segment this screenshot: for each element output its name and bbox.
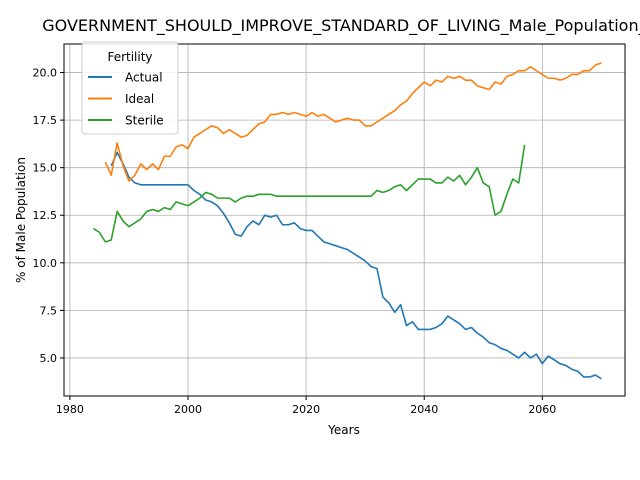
legend-entries: Actual Ideal Sterile	[88, 71, 164, 128]
x-axis-ticks: 1980 2000 2020 2040 2060	[56, 396, 556, 416]
y-tick-label: 12.5	[33, 209, 58, 222]
y-tick-label: 17.5	[33, 114, 58, 127]
legend-title: Fertility	[107, 50, 152, 64]
y-tick-label: 20.0	[33, 67, 58, 80]
series-line-sterile	[93, 144, 526, 243]
x-tick-label: 2060	[528, 403, 556, 416]
y-tick-label: 10.0	[33, 257, 58, 270]
chart-title: GOVERNMENT_SHOULD_IMPROVE_STANDARD_OF_LI…	[42, 16, 640, 36]
x-tick-label: 2040	[410, 403, 438, 416]
y-axis-label: % of Male Population	[14, 157, 28, 283]
legend-label-ideal: Ideal	[125, 92, 154, 106]
plot-frame	[63, 43, 626, 397]
legend: Fertility Actual Ideal Sterile	[81, 41, 179, 135]
series-layer	[93, 62, 602, 380]
x-tick-label: 2000	[174, 403, 202, 416]
y-axis-ticks: 5.0 7.5 10.0 12.5 15.0 17.5 20.0	[33, 67, 64, 365]
series-line-actual	[110, 151, 602, 380]
x-axis-label: Years	[327, 423, 360, 437]
y-tick-label: 15.0	[33, 162, 58, 175]
grid-lines	[64, 44, 625, 396]
y-tick-label: 5.0	[40, 352, 58, 365]
x-tick-label: 1980	[56, 403, 84, 416]
legend-box	[81, 41, 179, 135]
legend-label-sterile: Sterile	[125, 114, 164, 128]
legend-label-actual: Actual	[125, 71, 163, 85]
y-tick-label: 7.5	[40, 304, 58, 317]
x-tick-label: 2020	[292, 403, 320, 416]
series-line-ideal	[104, 62, 602, 182]
